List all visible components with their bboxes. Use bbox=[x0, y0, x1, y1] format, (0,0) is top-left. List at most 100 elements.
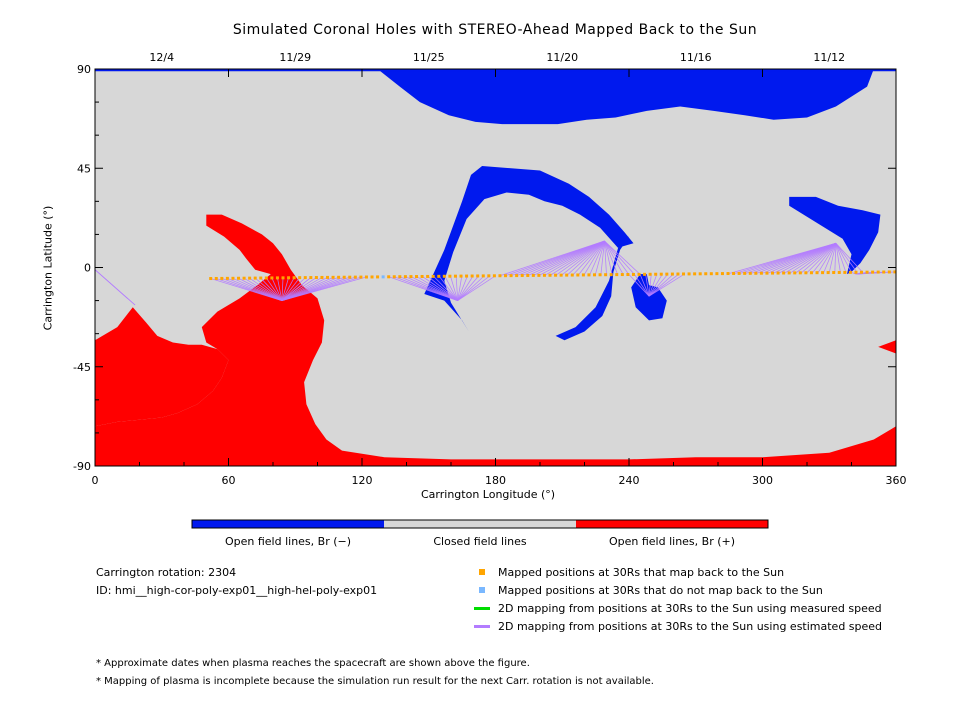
mapped-point bbox=[882, 270, 886, 274]
x-tick-label: 120 bbox=[352, 474, 373, 487]
mapping-line-fan3-17 bbox=[457, 275, 485, 301]
mapping-line-fan4-6 bbox=[533, 240, 605, 276]
mapped-point bbox=[860, 270, 864, 274]
mapping-line-fan5-8 bbox=[648, 273, 674, 297]
mapped-point bbox=[615, 273, 619, 277]
axes: 0 60 120 180 240 300 360 90 45 0 -45 -90 12/4 11/29 11… bbox=[73, 51, 906, 487]
mapped-point bbox=[865, 270, 869, 274]
mapped-point bbox=[848, 270, 852, 274]
mapping-line-fan0-13 bbox=[281, 277, 284, 301]
mapped-point bbox=[364, 275, 368, 279]
x-tick-label: 240 bbox=[619, 474, 640, 487]
mapped-point bbox=[593, 273, 597, 277]
mapped-point bbox=[415, 275, 419, 279]
mapping-line-fan0-5 bbox=[238, 277, 283, 301]
mapped-point bbox=[554, 273, 558, 277]
mapped-point bbox=[264, 276, 268, 280]
mapped-point bbox=[604, 273, 608, 277]
mapped-point bbox=[314, 276, 318, 280]
y-axis-label: Carrington Latitude (°) bbox=[41, 205, 55, 331]
mapped-point bbox=[253, 276, 257, 280]
mapping-line-fan6-14 bbox=[806, 242, 837, 274]
mapped-point bbox=[765, 271, 769, 275]
mapping-line-fan1-2 bbox=[281, 277, 323, 301]
mapped-point bbox=[871, 270, 875, 274]
mapping-line-fan6-19 bbox=[834, 243, 837, 273]
mapping-line-fan3-12 bbox=[455, 276, 459, 301]
mapped-point bbox=[743, 271, 747, 275]
y-tick-label: 45 bbox=[77, 162, 91, 175]
colorbar-label-2: Open field lines, Br (+) bbox=[608, 535, 736, 548]
note-incomplete: * Mapping of plasma is incomplete becaus… bbox=[96, 676, 654, 687]
mapped-point bbox=[298, 276, 302, 280]
x-tick-label: 60 bbox=[222, 474, 236, 487]
mapped-point bbox=[487, 274, 491, 278]
date-tick-label: 12/4 bbox=[149, 51, 174, 64]
mapped-point bbox=[459, 274, 463, 278]
mapped-point bbox=[787, 271, 791, 275]
mapped-point bbox=[420, 274, 424, 278]
mapped-point bbox=[815, 271, 819, 275]
mapping-line-fan0-6 bbox=[243, 277, 283, 301]
mapped-point bbox=[448, 274, 452, 278]
mapping-line-fan6-9 bbox=[779, 242, 837, 274]
mapped-point bbox=[348, 275, 352, 279]
mapped-point bbox=[637, 272, 641, 276]
mapping-line-fan4-9 bbox=[550, 240, 605, 276]
mapped-point bbox=[337, 275, 341, 279]
mapping-line-fan3-16 bbox=[457, 275, 479, 301]
mapped-point bbox=[682, 272, 686, 276]
mapped-point bbox=[537, 273, 541, 277]
mapping-line-fan6-21 bbox=[835, 243, 847, 273]
mapping-line-fan2-1 bbox=[94, 269, 136, 306]
mapped-point bbox=[331, 275, 335, 279]
mapped-point bbox=[392, 275, 396, 279]
mapped-point bbox=[509, 274, 513, 278]
mapping-line-fan3-4 bbox=[411, 276, 458, 301]
mapping-line-fan0-4 bbox=[232, 277, 283, 301]
mapped-point bbox=[504, 274, 508, 278]
mapped-point bbox=[843, 270, 847, 274]
mapping-line-fan4-13 bbox=[572, 240, 605, 276]
mapping-line-fan0-7 bbox=[249, 277, 283, 301]
mapping-line-fan6-8 bbox=[773, 242, 837, 274]
x-axis-label: Carrington Longitude (°) bbox=[421, 488, 556, 501]
mapped-point bbox=[453, 274, 457, 278]
mapped-point bbox=[242, 276, 246, 280]
mapped-point bbox=[726, 272, 730, 276]
mapped-point bbox=[804, 271, 808, 275]
mapped-point bbox=[687, 272, 691, 276]
coronal-hole-negative-4 bbox=[555, 236, 629, 341]
coronal-hole-negative-5 bbox=[789, 196, 881, 275]
mapped-point bbox=[442, 274, 446, 278]
mapping-line-fan0-9 bbox=[260, 277, 283, 301]
mapped-point bbox=[609, 273, 613, 277]
mapped-point bbox=[771, 271, 775, 275]
mapping-line-fan4-25 bbox=[604, 240, 641, 275]
mapped-point bbox=[581, 273, 585, 277]
mapping-line-fan3-15 bbox=[457, 275, 474, 301]
coronal-hole-positive-8 bbox=[878, 340, 896, 354]
coronal-hole-positive-6 bbox=[95, 307, 229, 427]
mapping-line-fan4-24 bbox=[604, 240, 635, 275]
y-tick-label: -90 bbox=[73, 460, 91, 473]
mapped-point bbox=[259, 276, 263, 280]
mapping-line-fan5-6 bbox=[648, 273, 663, 297]
mapped-point bbox=[481, 274, 485, 278]
mapping-line-fan3-7 bbox=[427, 276, 458, 301]
carrington-rotation: Carrington rotation: 2304 bbox=[96, 566, 237, 579]
mapping-line-fan6-16 bbox=[817, 243, 837, 273]
mapping-line-fan4-8 bbox=[544, 240, 605, 276]
colorbar-label-1: Closed field lines bbox=[433, 535, 527, 548]
mapping-line-fan1-0 bbox=[281, 277, 312, 301]
mapped-point bbox=[465, 274, 469, 278]
mapping-line-fan7-0 bbox=[851, 271, 857, 275]
date-tick-label: 11/20 bbox=[546, 51, 578, 64]
mapped-point bbox=[693, 272, 697, 276]
coronal-hole-negative-0 bbox=[377, 69, 874, 125]
mapping-line-fan0-17 bbox=[281, 277, 306, 301]
mapped-point bbox=[665, 272, 669, 276]
mapping-line-fan4-15 bbox=[583, 240, 605, 276]
mapped-point bbox=[520, 274, 524, 278]
mapped-point bbox=[214, 276, 218, 280]
